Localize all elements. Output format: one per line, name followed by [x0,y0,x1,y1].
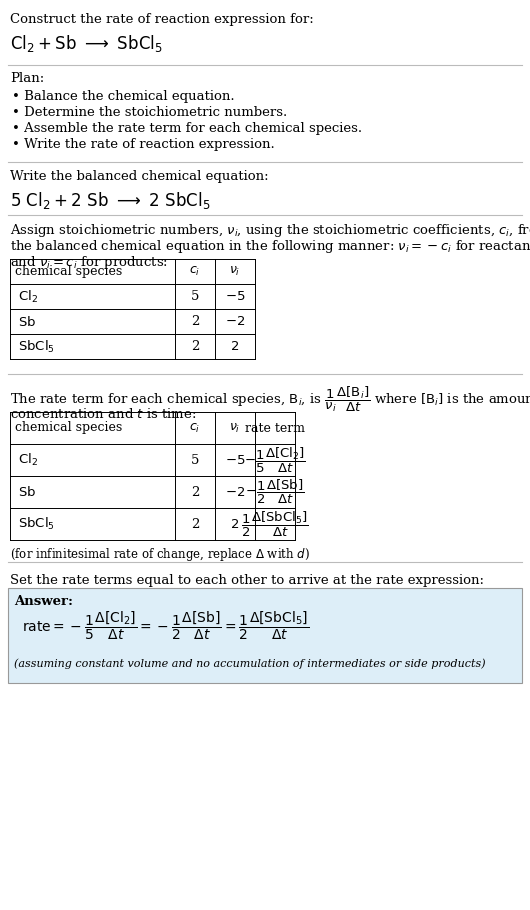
Text: $-2$: $-2$ [225,486,245,499]
Text: Plan:: Plan: [10,72,44,85]
Text: and $\nu_i = c_i$ for products:: and $\nu_i = c_i$ for products: [10,254,168,271]
Text: the balanced chemical equation in the following manner: $\nu_i = -c_i$ for react: the balanced chemical equation in the fo… [10,238,530,255]
Text: concentration and $t$ is time:: concentration and $t$ is time: [10,407,197,421]
Text: Set the rate terms equal to each other to arrive at the rate expression:: Set the rate terms equal to each other t… [10,574,484,587]
Text: $\nu_i$: $\nu_i$ [229,265,241,278]
Text: $\mathrm{Cl_2}$: $\mathrm{Cl_2}$ [18,288,38,305]
Text: $-\dfrac{1}{5}\dfrac{\Delta[\mathrm{Cl_2}]}{\Delta t}$: $-\dfrac{1}{5}\dfrac{\Delta[\mathrm{Cl_2… [244,445,306,475]
Text: $\mathrm{SbCl_5}$: $\mathrm{SbCl_5}$ [18,516,55,532]
Text: $c_i$: $c_i$ [189,421,201,435]
Text: $-5$: $-5$ [225,290,245,303]
Text: $\mathrm{5\ Cl_2 + 2\ Sb\ \longrightarrow\ 2\ SbCl_5}$: $\mathrm{5\ Cl_2 + 2\ Sb\ \longrightarro… [10,190,211,211]
Text: $\mathrm{Sb}$: $\mathrm{Sb}$ [18,315,36,329]
Text: $\mathrm{Cl_2}$: $\mathrm{Cl_2}$ [18,452,38,468]
Text: (for infinitesimal rate of change, replace $\Delta$ with $d$): (for infinitesimal rate of change, repla… [10,546,310,563]
Text: chemical species: chemical species [15,265,122,278]
Text: • Write the rate of reaction expression.: • Write the rate of reaction expression. [12,138,275,151]
Text: $\mathrm{rate} = -\dfrac{1}{5}\dfrac{\Delta[\mathrm{Cl_2}]}{\Delta t} = -\dfrac{: $\mathrm{rate} = -\dfrac{1}{5}\dfrac{\De… [22,610,309,642]
Text: $2$: $2$ [231,340,240,353]
Text: 2: 2 [191,486,199,499]
Text: • Assemble the rate term for each chemical species.: • Assemble the rate term for each chemic… [12,122,362,135]
FancyBboxPatch shape [8,588,522,683]
Text: chemical species: chemical species [15,421,122,434]
Text: Write the balanced chemical equation:: Write the balanced chemical equation: [10,170,269,183]
Text: (assuming constant volume and no accumulation of intermediates or side products): (assuming constant volume and no accumul… [14,659,485,669]
Text: 2: 2 [191,315,199,328]
Text: 5: 5 [191,453,199,467]
Text: $\mathrm{Cl_2 + Sb\ \longrightarrow\ SbCl_5}$: $\mathrm{Cl_2 + Sb\ \longrightarrow\ SbC… [10,33,163,54]
Text: $\mathrm{SbCl_5}$: $\mathrm{SbCl_5}$ [18,339,55,355]
Text: $\mathrm{Sb}$: $\mathrm{Sb}$ [18,485,36,499]
Text: 2: 2 [191,340,199,353]
Text: $-\dfrac{1}{2}\dfrac{\Delta[\mathrm{Sb}]}{\Delta t}$: $-\dfrac{1}{2}\dfrac{\Delta[\mathrm{Sb}]… [245,478,305,506]
Text: Construct the rate of reaction expression for:: Construct the rate of reaction expressio… [10,13,314,26]
Text: 5: 5 [191,290,199,303]
Text: • Balance the chemical equation.: • Balance the chemical equation. [12,90,235,103]
Text: The rate term for each chemical species, $\mathrm{B}_i$, is $\dfrac{1}{\nu_i}\df: The rate term for each chemical species,… [10,385,530,414]
Text: • Determine the stoichiometric numbers.: • Determine the stoichiometric numbers. [12,106,287,119]
Text: $\nu_i$: $\nu_i$ [229,421,241,435]
Text: Answer:: Answer: [14,595,73,608]
Text: $-2$: $-2$ [225,315,245,328]
Text: 2: 2 [191,518,199,531]
Text: $c_i$: $c_i$ [189,265,201,278]
Text: $2$: $2$ [231,518,240,531]
Text: $\dfrac{1}{2}\dfrac{\Delta[\mathrm{SbCl_5}]}{\Delta t}$: $\dfrac{1}{2}\dfrac{\Delta[\mathrm{SbCl_… [241,510,309,539]
Text: Assign stoichiometric numbers, $\nu_i$, using the stoichiometric coefficients, $: Assign stoichiometric numbers, $\nu_i$, … [10,222,530,239]
Text: $-5$: $-5$ [225,453,245,467]
Text: rate term: rate term [245,421,305,434]
